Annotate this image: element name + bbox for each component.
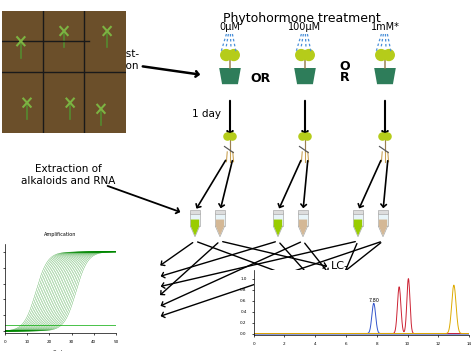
Circle shape	[299, 133, 306, 140]
Polygon shape	[219, 68, 241, 84]
Text: LC-
MS: LC- MS	[331, 261, 349, 283]
Circle shape	[376, 49, 387, 60]
Circle shape	[224, 133, 231, 140]
Polygon shape	[354, 219, 362, 236]
Polygon shape	[2, 11, 126, 133]
Text: 1mM*: 1mM*	[371, 22, 400, 32]
Polygon shape	[294, 68, 316, 84]
Circle shape	[228, 49, 239, 60]
Polygon shape	[378, 226, 388, 237]
X-axis label: Cycles: Cycles	[53, 350, 68, 351]
Polygon shape	[374, 68, 396, 84]
Circle shape	[229, 133, 236, 140]
Polygon shape	[215, 213, 225, 226]
Polygon shape	[378, 213, 388, 226]
Text: OR: OR	[251, 72, 271, 85]
Text: 1 day: 1 day	[192, 109, 221, 119]
Polygon shape	[215, 226, 225, 237]
Polygon shape	[273, 211, 283, 214]
Circle shape	[383, 49, 394, 60]
Text: 0μM: 0μM	[219, 22, 240, 32]
Polygon shape	[353, 226, 363, 237]
Polygon shape	[298, 213, 308, 226]
Circle shape	[296, 49, 307, 60]
Polygon shape	[215, 211, 225, 214]
Polygon shape	[273, 213, 283, 226]
Circle shape	[221, 49, 232, 60]
Text: O
R: O R	[340, 60, 350, 84]
Text: Phytohormone treatment: Phytohormone treatment	[223, 12, 381, 25]
Polygon shape	[216, 219, 224, 236]
Polygon shape	[378, 211, 388, 214]
Text: RT-qPCR: RT-qPCR	[33, 257, 79, 267]
Polygon shape	[191, 226, 200, 237]
Polygon shape	[298, 226, 308, 237]
Polygon shape	[273, 226, 283, 237]
Polygon shape	[191, 213, 200, 226]
Polygon shape	[299, 219, 307, 236]
Polygon shape	[379, 219, 387, 236]
Circle shape	[379, 133, 386, 140]
Text: 100μM: 100μM	[289, 22, 321, 32]
Circle shape	[304, 133, 311, 140]
Text: Extraction of
alkaloids and RNA: Extraction of alkaloids and RNA	[21, 164, 115, 186]
Title: Amplification: Amplification	[44, 232, 77, 237]
Polygon shape	[298, 211, 308, 214]
Polygon shape	[191, 211, 200, 214]
Polygon shape	[191, 219, 199, 236]
Circle shape	[303, 49, 314, 60]
Circle shape	[384, 133, 391, 140]
Text: 7.80: 7.80	[368, 298, 379, 303]
Text: 8 days post-
germination: 8 days post- germination	[75, 49, 139, 71]
Polygon shape	[353, 213, 363, 226]
Polygon shape	[353, 211, 363, 214]
Polygon shape	[274, 219, 282, 236]
